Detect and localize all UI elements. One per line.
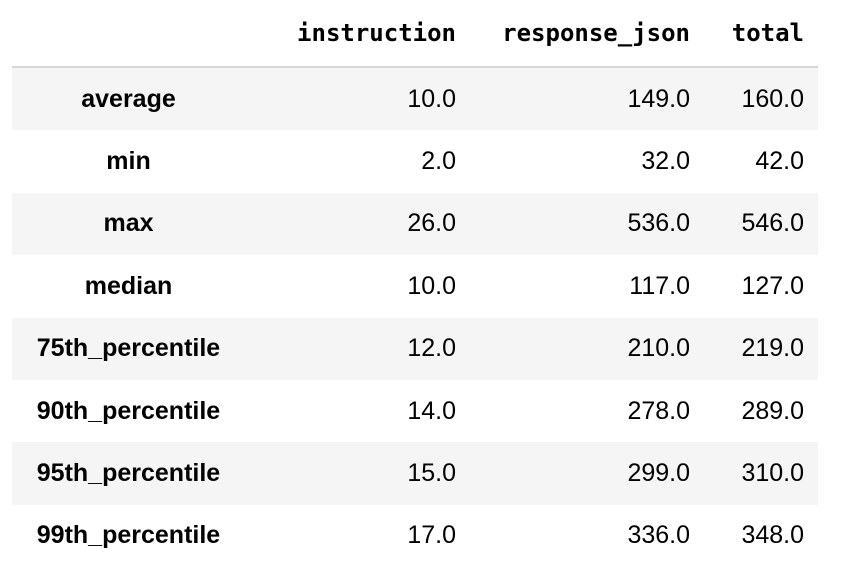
- cell-total: 289.0: [741, 396, 804, 425]
- table-row: median 10.0 117.0 127.0: [12, 255, 818, 317]
- table-row: min 2.0 32.0 42.0: [12, 130, 818, 192]
- header-row: instruction response_json total: [12, 0, 818, 68]
- row-label: median: [84, 271, 173, 300]
- row-label: 95th_percentile: [12, 442, 245, 505]
- table-row: 95th_percentile 15.0 299.0 310.0: [12, 442, 818, 505]
- cell-instruction: 17.0: [407, 521, 456, 550]
- cell-response-json: 299.0: [470, 442, 704, 505]
- cell-total: 310.0: [704, 442, 818, 505]
- cell-total: 127.0: [741, 271, 804, 300]
- cell-total: 546.0: [704, 192, 818, 256]
- table-row: 75th_percentile 12.0 210.0 219.0: [12, 317, 818, 380]
- row-label: min: [106, 147, 151, 176]
- cell-total: 348.0: [741, 521, 804, 550]
- row-label: max: [12, 192, 245, 256]
- table-row: 99th_percentile 17.0 336.0 348.0: [12, 505, 818, 567]
- cell-instruction: 10.0: [407, 271, 456, 300]
- row-label: 99th_percentile: [36, 521, 221, 550]
- table-row: max 26.0 536.0 546.0: [12, 192, 818, 256]
- cell-instruction: 10.0: [245, 67, 470, 131]
- cell-instruction: 2.0: [421, 147, 456, 176]
- cell-instruction: 14.0: [407, 396, 456, 425]
- table-row: 90th_percentile 14.0 278.0 289.0: [12, 380, 818, 442]
- column-header-instruction: instruction: [245, 0, 470, 68]
- column-header-response-json: response_json: [470, 0, 704, 68]
- row-label: 75th_percentile: [12, 317, 245, 380]
- row-label: average: [12, 67, 245, 131]
- cell-response-json: 117.0: [629, 271, 690, 300]
- cell-instruction: 26.0: [245, 192, 470, 256]
- cell-instruction: 12.0: [245, 317, 470, 380]
- cell-response-json: 210.0: [470, 317, 704, 380]
- cell-response-json: 336.0: [627, 521, 690, 550]
- cell-total: 160.0: [704, 67, 818, 131]
- cell-response-json: 536.0: [470, 192, 704, 256]
- cell-response-json: 149.0: [470, 67, 704, 131]
- cell-response-json: 32.0: [641, 147, 690, 176]
- stats-table: instruction response_json total average 1…: [12, 0, 818, 567]
- row-label: 90th_percentile: [36, 396, 221, 425]
- cell-total: 42.0: [755, 147, 804, 176]
- cell-instruction: 15.0: [245, 442, 470, 505]
- index-header: [12, 0, 245, 68]
- cell-total: 219.0: [704, 317, 818, 380]
- column-header-total: total: [704, 0, 818, 68]
- cell-response-json: 278.0: [627, 396, 690, 425]
- table-row: average 10.0 149.0 160.0: [12, 67, 818, 131]
